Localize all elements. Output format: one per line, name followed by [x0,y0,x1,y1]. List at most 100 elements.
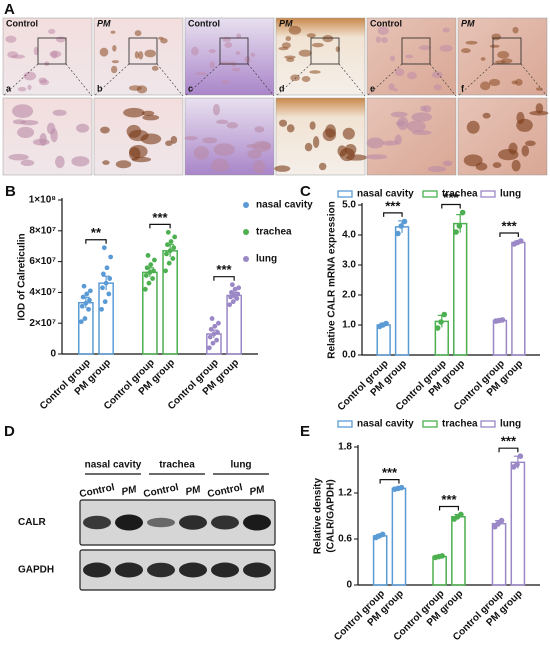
tissue-blob [209,61,215,69]
significance-label: *** [443,190,459,205]
data-point [498,517,505,524]
significance-bracket [379,479,400,484]
tissue-blob [322,128,337,142]
tissue-blob [405,54,414,59]
tissue-blob [365,154,388,160]
tissue-blob [375,36,381,43]
legend-marker [337,420,353,428]
tissue-blob [219,61,233,66]
tissue-blob [142,114,160,121]
tissue-blob [55,155,65,169]
tissue-blob [406,71,417,80]
tissue-blob [290,74,300,82]
data-point [441,311,448,318]
image-label: PM [97,18,111,28]
tissue-blob [466,120,480,134]
image-tag: c [188,83,193,93]
lane-label: Control [143,482,180,500]
tissue-blob [194,72,208,76]
y-tick-label: 2.0 [342,290,356,301]
panel-letter: D [4,423,15,440]
blot-band [243,562,271,578]
data-point [401,218,408,225]
legend-label: trachea [256,227,292,238]
tissue-blob [224,42,233,49]
tissue-blob [306,33,316,38]
legend-marker [243,229,249,235]
tissue-blob [411,112,432,122]
tissue-blob [285,36,292,42]
data-point [228,294,233,300]
tissue-blob [216,119,229,124]
data-point [164,251,169,257]
tissue-blob [184,136,198,141]
inset-box [401,37,431,65]
zoom-line [156,63,184,97]
tissue-blob [309,121,316,130]
tissue-blob [274,165,291,172]
data-point [144,265,150,271]
tissue-blob [208,49,216,54]
data-point [438,319,444,325]
tissue-blob [100,126,110,134]
data-point [168,239,174,244]
tissue-blob [33,46,39,56]
y-tick-label: 6×10⁷ [29,256,56,267]
tissue-blob [202,137,218,144]
tissue-blob [111,60,119,64]
data-point [146,280,152,286]
y-tick-label: 1.2 [338,488,352,499]
data-point [214,337,220,343]
tissue-blob [475,162,488,171]
data-point [166,260,172,266]
tissue-blob [298,49,312,57]
bar [491,522,507,586]
data-point [81,283,87,289]
tissue-blob [39,79,50,86]
data-point [230,299,236,305]
data-point [86,306,91,312]
blot-band [179,562,207,578]
tissue-blob [17,126,35,139]
inset-box [37,37,67,65]
tissue-blob [433,84,442,91]
tissue-blob [312,136,320,148]
bar [391,487,407,586]
data-point [215,330,220,335]
legend-marker [243,256,249,262]
data-point [78,319,84,325]
data-point [398,223,405,229]
tissue-blob [423,105,432,113]
y-tick-label: 1×10⁸ [29,195,57,206]
blot-band [83,515,111,530]
tissue-label: nasal cavity [85,460,142,471]
data-point [170,256,176,261]
tissue-blob [500,58,513,64]
image-label: PM [461,18,475,28]
inset-box [310,37,340,65]
data-point [172,234,178,240]
data-point [100,271,106,277]
significance-label: *** [441,492,457,507]
y-tick-label: 8×10⁷ [29,225,56,236]
data-point [231,293,237,298]
data-point [210,340,216,346]
tissue-blob [110,30,116,34]
panel-letter: C [300,183,311,200]
tissue-blob [381,37,388,44]
tissue-blob [311,42,324,48]
tissue-blob [465,40,478,45]
data-point [167,248,173,254]
image-tag: f [461,83,465,93]
image-tag: b [97,83,103,93]
data-point [87,288,93,294]
data-point [151,268,156,274]
image-tag: a [6,83,12,93]
tissue-blob [390,55,395,62]
panel-letter: E [300,423,310,440]
blot-band [83,562,111,578]
y-tick-label: 1.0 [342,320,356,331]
blot-band [243,514,271,531]
tissue-blob [516,111,525,125]
tissue-blob [5,35,17,43]
